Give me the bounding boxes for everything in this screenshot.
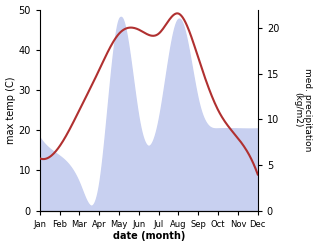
Y-axis label: med. precipitation
(kg/m2): med. precipitation (kg/m2) <box>293 68 313 152</box>
Y-axis label: max temp (C): max temp (C) <box>5 76 16 144</box>
X-axis label: date (month): date (month) <box>113 231 185 242</box>
